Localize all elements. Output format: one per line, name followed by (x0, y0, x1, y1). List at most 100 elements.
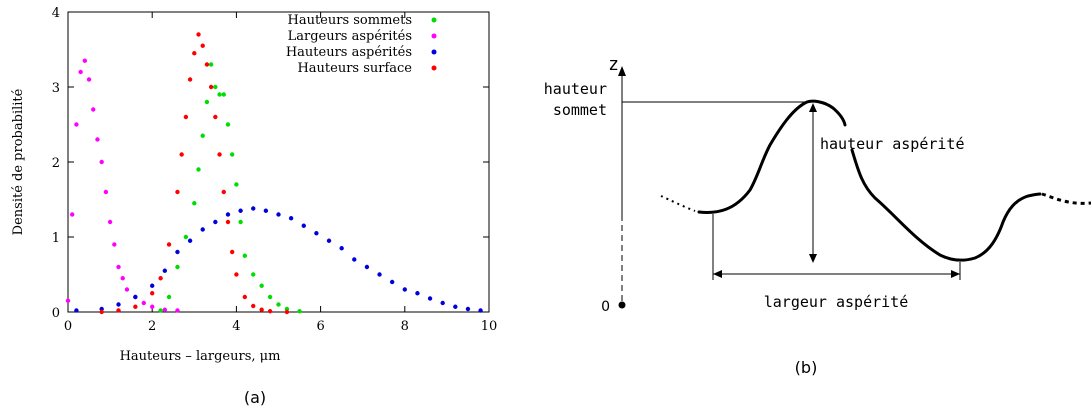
data-point (200, 43, 205, 48)
data-point (276, 212, 281, 217)
data-point (402, 287, 407, 292)
data-point (263, 208, 269, 213)
data-point (74, 308, 79, 313)
data-point (288, 216, 294, 221)
legend-label: Hauteurs surface (297, 61, 412, 76)
caption-a: (a) (244, 388, 266, 407)
data-points (65, 32, 483, 315)
legend-label: Hauteurs sommets (287, 13, 412, 28)
hauteur-arrowhead-bottom (809, 254, 817, 263)
data-point (150, 304, 155, 309)
data-point (364, 264, 370, 270)
data-point (204, 62, 210, 67)
data-point (440, 300, 445, 306)
legend-marker (431, 33, 437, 39)
data-point (200, 227, 205, 232)
data-point (74, 122, 79, 127)
data-point (158, 308, 163, 313)
data-point (234, 272, 239, 277)
data-point (339, 246, 344, 251)
z-axis-label: z (608, 54, 619, 75)
data-point (326, 238, 332, 243)
data-point (120, 276, 125, 281)
y-tick-label: 4 (52, 6, 60, 21)
data-point (221, 189, 226, 195)
data-point (465, 306, 471, 312)
data-point (82, 58, 88, 63)
data-point (225, 212, 231, 217)
data-point (267, 309, 273, 314)
data-point (301, 223, 306, 228)
data-point (99, 159, 104, 165)
data-point (217, 152, 222, 157)
data-point (175, 189, 180, 195)
data-point (267, 294, 273, 300)
data-point (213, 84, 218, 90)
data-point (103, 189, 109, 195)
x-tick-label: 8 (401, 319, 409, 334)
data-point (200, 133, 205, 138)
data-point (116, 264, 121, 270)
data-point (251, 272, 256, 277)
x-tick-label: 2 (148, 319, 156, 334)
data-point (150, 291, 155, 296)
series-3 (99, 32, 290, 315)
x-axis-label: Hauteurs – largeurs, μm (120, 349, 281, 364)
hauteur-arrowhead-top (809, 103, 817, 112)
data-point (251, 303, 256, 309)
data-point (187, 238, 193, 243)
data-point (166, 294, 172, 300)
x-tick-label: 4 (232, 319, 240, 334)
hauteur-sommet-label-line2: sommet (553, 101, 607, 119)
data-point (187, 77, 193, 82)
x-tick-label: 10 (481, 319, 498, 334)
y-tick-label: 3 (52, 81, 60, 96)
legend-label: Largeurs aspérités (288, 29, 412, 44)
data-point (229, 249, 235, 255)
data-point (208, 84, 214, 90)
data-point (221, 92, 226, 97)
legend-label: Hauteurs aspérités (286, 45, 412, 60)
data-point (166, 242, 172, 247)
y-tick-label: 2 (52, 156, 60, 171)
largeur-arrowhead-left (713, 270, 722, 278)
data-point (150, 283, 155, 288)
data-point (213, 114, 218, 120)
profile-right-slope (850, 148, 1042, 262)
data-point (225, 122, 231, 127)
data-point (259, 283, 264, 288)
data-point (65, 298, 71, 303)
data-point (162, 307, 168, 312)
data-point (112, 242, 117, 247)
data-point (99, 309, 104, 315)
legend-marker (431, 65, 437, 71)
data-point (208, 62, 214, 67)
data-point (389, 279, 395, 285)
profile-dashed-right (1041, 192, 1091, 205)
data-point (141, 300, 146, 306)
data-point (453, 304, 458, 309)
data-point (91, 107, 96, 112)
hauteur-asperite-label: hauteur aspérité (820, 135, 965, 153)
data-point (183, 234, 189, 240)
data-point (238, 219, 243, 225)
data-point (238, 208, 243, 213)
data-point (196, 167, 201, 172)
x-tick-label: 6 (316, 319, 324, 334)
data-point (192, 51, 197, 56)
data-point (124, 287, 130, 292)
largeur-asperite-label: largeur aspérité (764, 293, 909, 311)
data-point (217, 92, 222, 97)
data-point (276, 302, 281, 307)
z-axis-arrowhead (618, 66, 626, 76)
data-point (251, 206, 256, 211)
y-axis-label: Densité de probabilité (11, 88, 26, 235)
data-point (95, 137, 100, 142)
data-point (427, 296, 433, 301)
largeur-arrowhead-right (951, 270, 960, 278)
data-point (229, 152, 235, 157)
hauteur-sommet-label-line1: hauteur (544, 80, 607, 98)
origin-dot (618, 301, 626, 309)
